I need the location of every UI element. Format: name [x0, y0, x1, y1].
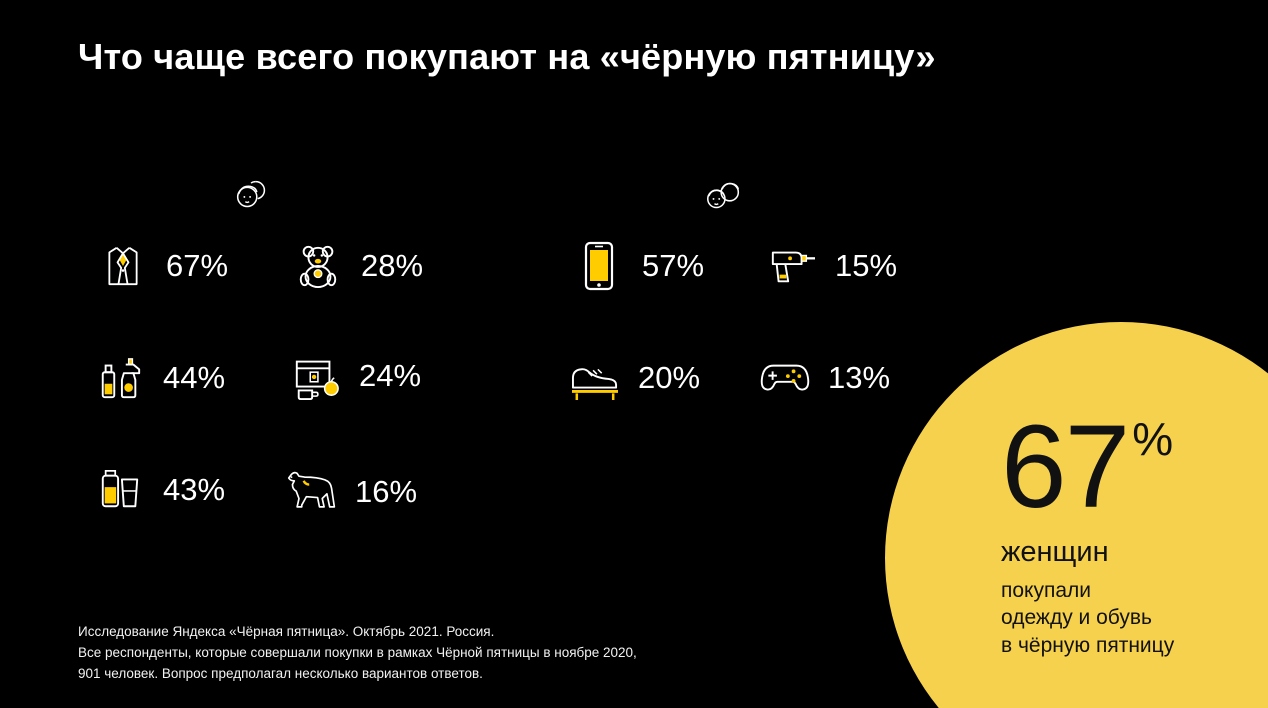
stat-clothing: 67%: [96, 240, 228, 292]
stat-teddy-bear: 28%: [291, 240, 423, 292]
stat-value: 20%: [638, 360, 701, 395]
footnote: Исследование Яндекса «Чёрная пятница». О…: [78, 622, 637, 685]
stat-value: 24%: [359, 358, 422, 393]
stat-cosmetics: 44%: [93, 352, 225, 404]
stat-value: 57%: [642, 248, 705, 283]
sneaker-icon: [568, 355, 622, 401]
teddy-bear-icon: [291, 243, 345, 289]
cosmetics-icon: [93, 353, 147, 403]
stat-pet: 16%: [285, 466, 417, 518]
footnote-line: Все респонденты, которые совершали покуп…: [78, 644, 637, 660]
stat-value: 44%: [163, 360, 226, 395]
groceries-icon: [289, 352, 343, 400]
gamepad-icon: [758, 358, 812, 398]
highlight-number: 67: [1001, 401, 1130, 533]
stat-value: 43%: [163, 472, 226, 507]
men-faces-icon: [702, 176, 746, 218]
highlight-percent-sign: %: [1132, 413, 1174, 465]
footnote-line: 901 человек. Вопрос предполагал нескольк…: [78, 665, 483, 681]
stat-groceries: 24%: [289, 350, 421, 402]
women-faces-icon: [231, 174, 273, 216]
stat-drinks: 43%: [93, 464, 225, 516]
clothing-icon: [96, 243, 150, 289]
stat-smartphone: 57%: [572, 240, 704, 292]
highlight-circle: 67 % женщин покупали одежду и обувь в чё…: [885, 322, 1268, 708]
stat-value: 15%: [835, 248, 898, 283]
page-title: Что чаще всего покупают на «чёрную пятни…: [78, 36, 936, 77]
stat-value: 16%: [355, 474, 418, 509]
stat-gamepad: 13%: [758, 352, 890, 404]
stat-drill: 15%: [765, 240, 897, 292]
stat-value: 28%: [361, 248, 424, 283]
footnote-line: Исследование Яндекса «Чёрная пятница». О…: [78, 624, 495, 639]
highlight-audience: женщин: [1001, 536, 1109, 568]
drill-icon: [765, 243, 819, 289]
stat-sneaker: 20%: [568, 352, 700, 404]
highlight-value: 67 %: [1001, 408, 1261, 526]
dog-icon: [285, 469, 339, 515]
smartphone-icon: [572, 241, 626, 291]
highlight-detail: покупали одежду и обувь в чёрную пятницу: [1001, 579, 1175, 657]
drinks-icon: [93, 466, 147, 514]
stat-value: 67%: [166, 248, 229, 283]
stat-value: 13%: [828, 360, 891, 395]
